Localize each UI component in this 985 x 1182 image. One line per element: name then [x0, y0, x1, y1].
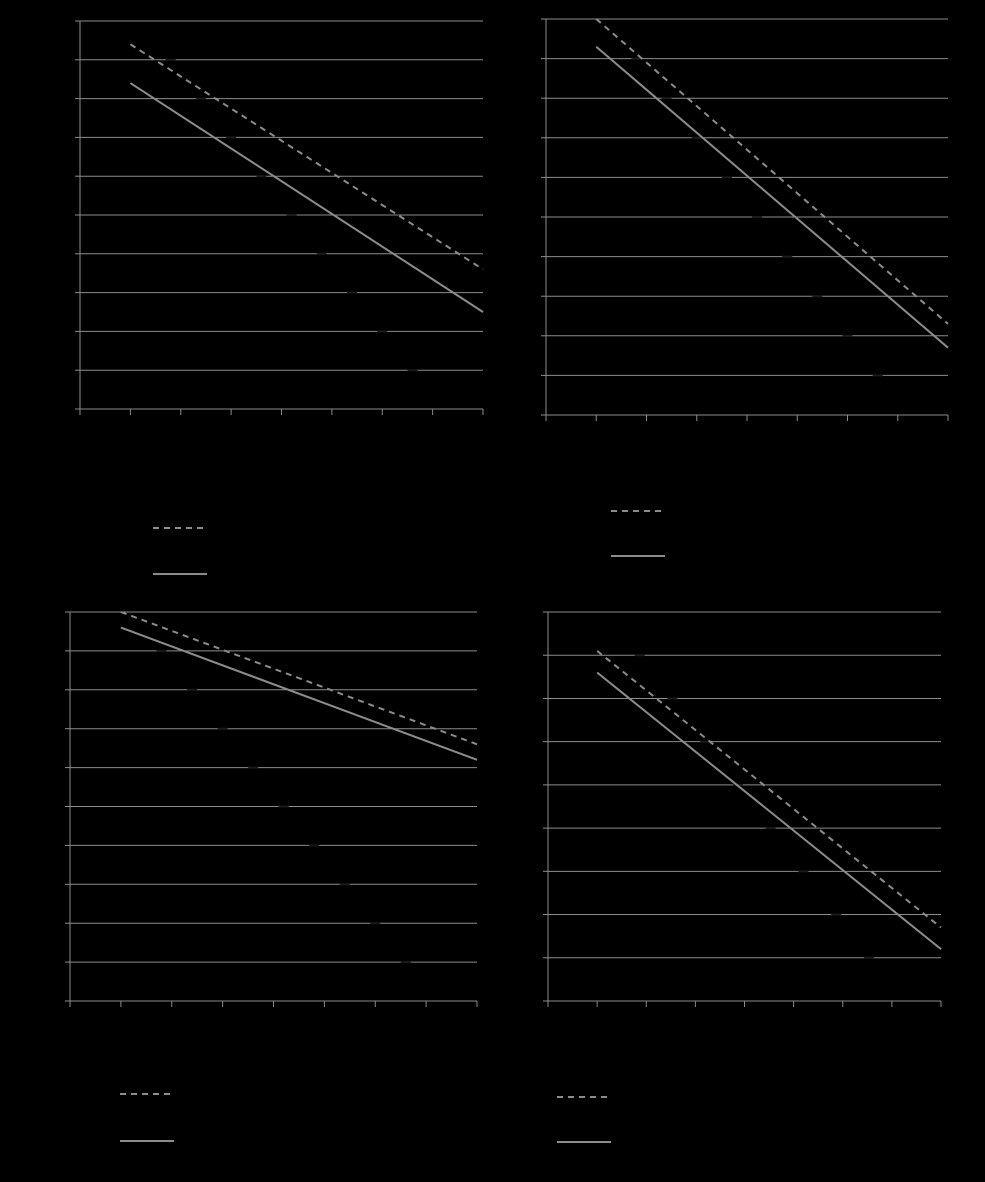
series-line-1: [596, 650, 942, 929]
chart-3: [65, 611, 478, 1142]
series-line-1: [129, 43, 484, 271]
series-line-2: [129, 82, 484, 313]
chart-2: [541, 18, 949, 557]
chart-1: [75, 20, 484, 575]
series-line-1: [120, 611, 478, 746]
series-line-2: [595, 45, 949, 349]
series-line-2: [596, 671, 942, 950]
series-line-2: [120, 626, 478, 761]
chart-4: [543, 611, 942, 1143]
series-line-1: [595, 18, 949, 325]
